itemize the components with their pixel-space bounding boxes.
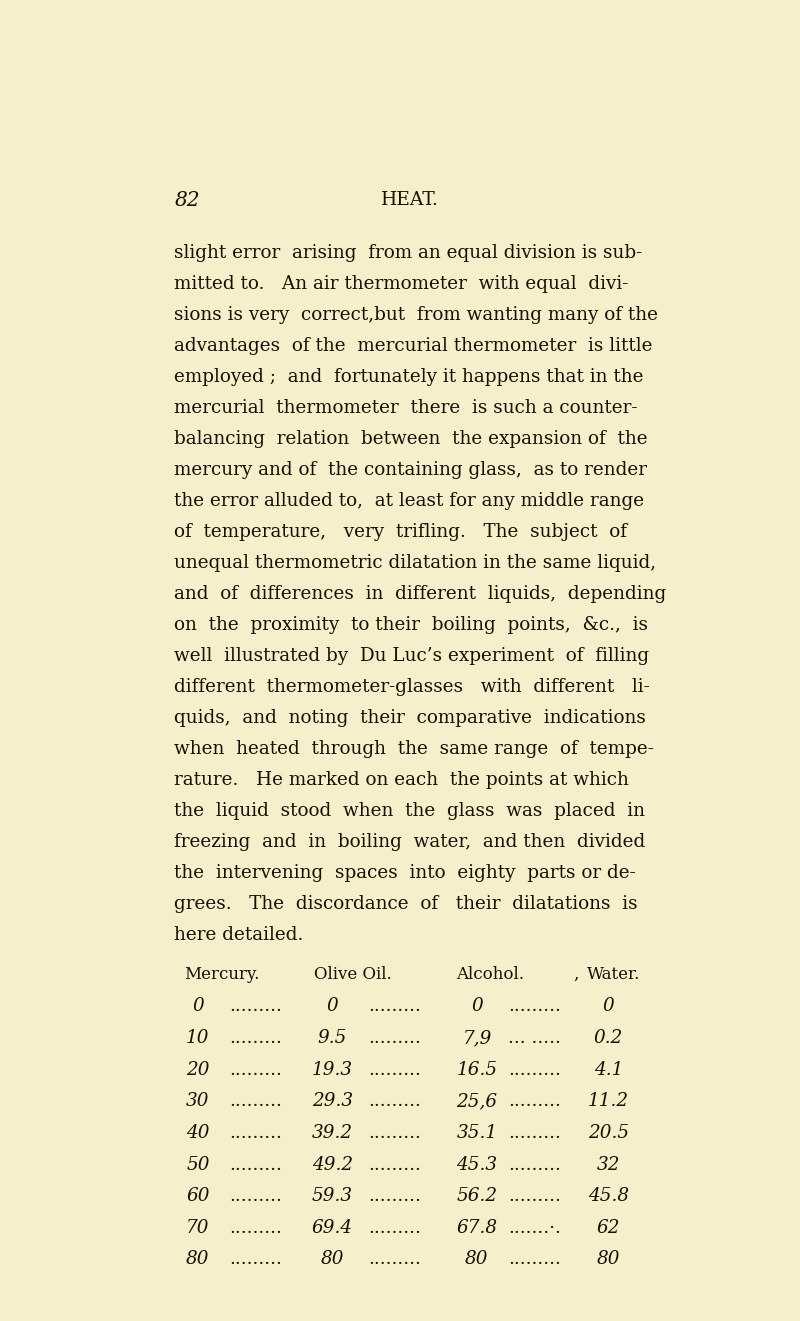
Text: 62: 62 [597,1219,620,1236]
Text: 4.1: 4.1 [594,1061,623,1078]
Text: slight error  arising  from an equal division is sub-: slight error arising from an equal divis… [174,244,642,262]
Text: 20: 20 [186,1061,210,1078]
Text: 50: 50 [186,1156,210,1173]
Text: freezing  and  in  boiling  water,  and then  divided: freezing and in boiling water, and then … [174,834,646,852]
Text: mercurial  thermometer  there  is such a counter-: mercurial thermometer there is such a co… [174,399,638,417]
Text: .......·.: .......·. [508,1219,561,1236]
Text: 25,6: 25,6 [456,1092,498,1110]
Text: quids,  and  noting  their  comparative  indications: quids, and noting their comparative indi… [174,709,646,728]
Text: Alcohol.: Alcohol. [457,966,525,983]
Text: 19.3: 19.3 [312,1061,353,1078]
Text: 35.1: 35.1 [456,1124,498,1141]
Text: .........: ......... [229,997,282,1016]
Text: .........: ......... [229,1219,282,1236]
Text: 70: 70 [186,1219,210,1236]
Text: 69.4: 69.4 [312,1219,353,1236]
Text: 9.5: 9.5 [318,1029,347,1048]
Text: sions is very  correct,but  from wanting many of the: sions is very correct,but from wanting m… [174,306,658,324]
Text: and  of  differences  in  different  liquids,  depending: and of differences in different liquids,… [174,585,666,604]
Text: 82: 82 [174,192,200,210]
Text: the error alluded to,  at least for any middle range: the error alluded to, at least for any m… [174,493,645,510]
Text: .........: ......... [508,1061,561,1078]
Text: 80: 80 [466,1251,489,1268]
Text: 80: 80 [321,1251,344,1268]
Text: 20.5: 20.5 [588,1124,629,1141]
Text: employed ;  and  fortunately it happens that in the: employed ; and fortunately it happens th… [174,369,644,386]
Text: .........: ......... [368,1188,421,1205]
Text: on  the  proximity  to their  boiling  points,  &c.,  is: on the proximity to their boiling points… [174,616,648,634]
Text: 60: 60 [186,1188,210,1205]
Text: the  intervening  spaces  into  eighty  parts or de-: the intervening spaces into eighty parts… [174,864,636,882]
Text: 0.2: 0.2 [594,1029,623,1048]
Text: Olive Oil.: Olive Oil. [314,966,392,983]
Text: here detailed.: here detailed. [174,926,304,945]
Text: .........: ......... [229,1188,282,1205]
Text: 67.8: 67.8 [456,1219,498,1236]
Text: .........: ......... [508,1251,561,1268]
Text: 40: 40 [186,1124,210,1141]
Text: 10: 10 [186,1029,210,1048]
Text: advantages  of the  mercurial thermometer  is little: advantages of the mercurial thermometer … [174,337,653,355]
Text: 45.3: 45.3 [456,1156,498,1173]
Text: the  liquid  stood  when  the  glass  was  placed  in: the liquid stood when the glass was plac… [174,802,646,820]
Text: 32: 32 [597,1156,620,1173]
Text: .........: ......... [368,1156,421,1173]
Text: 7,9: 7,9 [462,1029,492,1048]
Text: well  illustrated by  Du Luc’s experiment  of  filling: well illustrated by Du Luc’s experiment … [174,647,650,666]
Text: of  temperature,   very  trifling.   The  subject  of: of temperature, very trifling. The subje… [174,523,627,542]
Text: .........: ......... [368,1251,421,1268]
Text: 45.8: 45.8 [588,1188,629,1205]
Text: .........: ......... [229,1156,282,1173]
Text: .........: ......... [229,1251,282,1268]
Text: 16.5: 16.5 [456,1061,498,1078]
Text: .........: ......... [368,1029,421,1048]
Text: 30: 30 [186,1092,210,1110]
Text: .........: ......... [508,1156,561,1173]
Text: 0: 0 [602,997,614,1016]
Text: HEAT.: HEAT. [381,192,439,209]
Text: 29.3: 29.3 [312,1092,353,1110]
Text: 0: 0 [471,997,483,1016]
Text: Mercury.: Mercury. [184,966,259,983]
Text: mercury and of  the containing glass,  as to render: mercury and of the containing glass, as … [174,461,647,480]
Text: rature.   He marked on each  the points at which: rature. He marked on each the points at … [174,771,630,790]
Text: .........: ......... [508,1124,561,1141]
Text: .........: ......... [368,997,421,1016]
Text: 80: 80 [186,1251,210,1268]
Text: 11.2: 11.2 [588,1092,629,1110]
Text: .........: ......... [229,1092,282,1110]
Text: ,: , [573,966,578,983]
Text: .........: ......... [508,997,561,1016]
Text: balancing  relation  between  the expansion of  the: balancing relation between the expansion… [174,431,648,448]
Text: .........: ......... [368,1092,421,1110]
Text: .........: ......... [368,1124,421,1141]
Text: 56.2: 56.2 [456,1188,498,1205]
Text: .........: ......... [508,1188,561,1205]
Text: .........: ......... [508,1092,561,1110]
Text: Water.: Water. [586,966,640,983]
Text: 80: 80 [597,1251,620,1268]
Text: .........: ......... [368,1219,421,1236]
Text: mitted to.   An air thermometer  with equal  divi-: mitted to. An air thermometer with equal… [174,275,629,293]
Text: different  thermometer-glasses   with  different   li-: different thermometer-glasses with diffe… [174,678,650,696]
Text: grees.   The  discordance  of   their  dilatations  is: grees. The discordance of their dilatati… [174,896,638,913]
Text: .........: ......... [229,1029,282,1048]
Text: 49.2: 49.2 [312,1156,353,1173]
Text: when  heated  through  the  same range  of  tempe-: when heated through the same range of te… [174,740,654,758]
Text: 0: 0 [192,997,204,1016]
Text: 59.3: 59.3 [312,1188,353,1205]
Text: unequal thermometric dilatation in the same liquid,: unequal thermometric dilatation in the s… [174,555,657,572]
Text: .........: ......... [368,1061,421,1078]
Text: .........: ......... [229,1061,282,1078]
Text: 39.2: 39.2 [312,1124,353,1141]
Text: ... .....: ... ..... [508,1029,561,1048]
Text: .........: ......... [229,1124,282,1141]
Text: 0: 0 [326,997,338,1016]
